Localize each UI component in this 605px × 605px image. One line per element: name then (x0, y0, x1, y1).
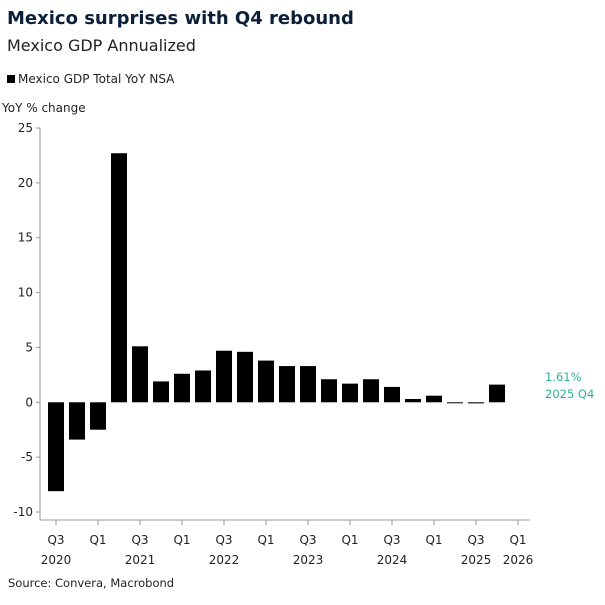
x-year-label: 2020 (41, 553, 72, 567)
y-axis-title: YoY % change (1, 101, 86, 115)
bar-2023-q4 (321, 379, 337, 403)
bar-2022-q2 (195, 370, 211, 403)
x-tick-label: Q3 (47, 533, 64, 547)
x-year-label: 2026 (503, 553, 534, 567)
bar-2025-q1 (426, 395, 442, 403)
bar-2024-q2 (363, 379, 379, 403)
legend-swatch (7, 75, 15, 83)
last-period-label: 2025 Q4 (545, 387, 594, 401)
bar-2023-q2 (279, 366, 295, 403)
x-tick-label: Q3 (131, 533, 148, 547)
bar-2023-q3 (300, 366, 316, 403)
bar-2024-q4 (405, 398, 421, 403)
bar-2021-q3 (132, 346, 148, 403)
bar-2021-q1 (90, 402, 106, 430)
bar-2024-q3 (384, 386, 400, 403)
x-year-label: 2022 (209, 553, 240, 567)
x-tick-label: Q1 (173, 533, 190, 547)
x-tick-label: Q3 (383, 533, 400, 547)
y-tick-label: 10 (18, 286, 33, 300)
y-tick-label: 20 (18, 176, 33, 190)
x-year-label: 2024 (377, 553, 408, 567)
chart-title: Mexico surprises with Q4 rebound (7, 8, 354, 29)
bar-2025-q2 (447, 402, 463, 404)
legend-label: Mexico GDP Total YoY NSA (18, 72, 175, 86)
bar-2020-q3 (48, 402, 64, 492)
x-tick-label: Q1 (341, 533, 358, 547)
x-year-label: 2023 (293, 553, 324, 567)
bar-2021-q2 (111, 153, 127, 403)
bar-2022-q1 (174, 373, 190, 403)
y-tick-label: 25 (18, 121, 33, 135)
last-value-label: 1.61% (545, 370, 582, 384)
bar-2024-q1 (342, 383, 358, 403)
x-tick-label: Q3 (467, 533, 484, 547)
chart-subtitle: Mexico GDP Annualized (7, 36, 196, 55)
bar-2023-q1 (258, 360, 274, 403)
legend: Mexico GDP Total YoY NSA (7, 72, 174, 86)
y-tick-label: 5 (25, 340, 33, 354)
x-year-label: 2025 (461, 553, 492, 567)
source-note: Source: Convera, Macrobond (8, 576, 175, 590)
x-tick-label: Q1 (509, 533, 526, 547)
bar-2025-q4 (489, 384, 505, 403)
bar-2021-q4 (153, 381, 169, 403)
x-year-label: 2021 (125, 553, 156, 567)
bar-2025-q3 (468, 402, 484, 404)
bar-2022-q4 (237, 351, 253, 403)
y-tick-label: -5 (21, 450, 33, 464)
x-tick-label: Q1 (257, 533, 274, 547)
bar-2020-q4 (69, 402, 85, 440)
x-tick-label: Q3 (215, 533, 232, 547)
x-tick-label: Q1 (89, 533, 106, 547)
y-tick-label: 0 (25, 395, 33, 409)
x-tick-label: Q3 (299, 533, 316, 547)
bar-2022-q3 (216, 350, 232, 403)
y-tick-label: 15 (18, 231, 33, 245)
y-tick-label: -10 (13, 505, 33, 519)
x-tick-label: Q1 (425, 533, 442, 547)
